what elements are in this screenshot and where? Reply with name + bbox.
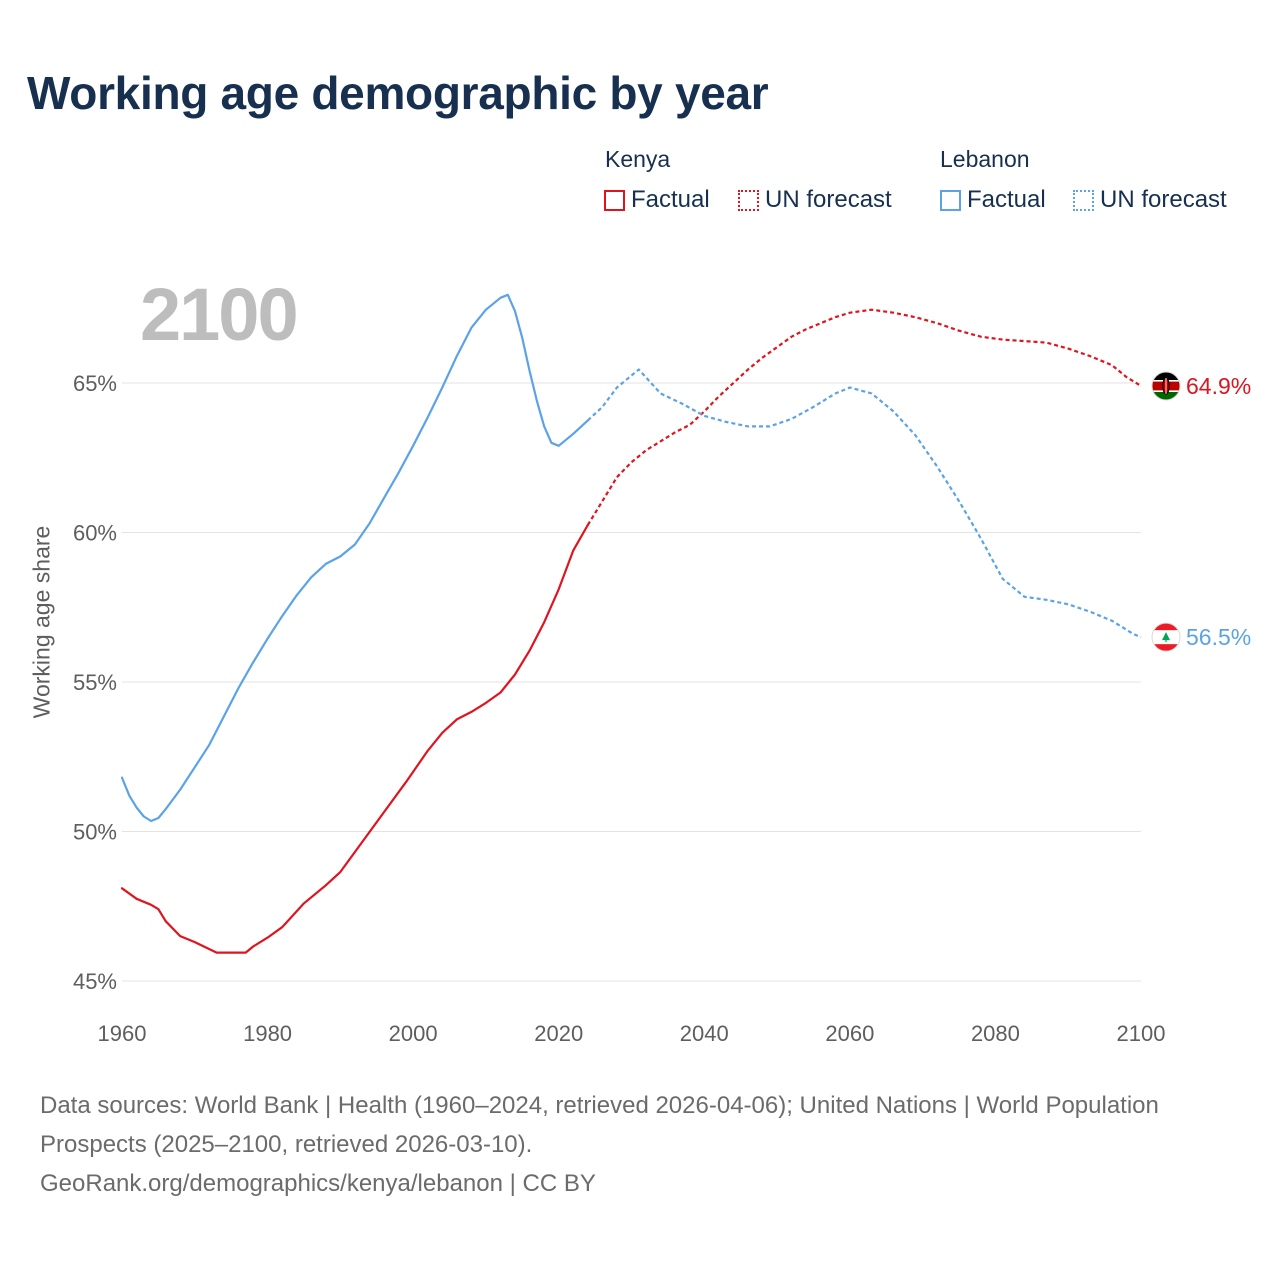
flag-fill (1152, 623, 1180, 652)
series-line-kenya-factual (120, 523, 589, 954)
end-value-label-lebanon: 56.5% (1186, 624, 1251, 650)
flag-band-red-bottom (1152, 644, 1180, 652)
legend-group-kenya: Kenya (605, 146, 671, 172)
data-sources-text: Data sources: World Bank | Health (1960–… (40, 1092, 1159, 1158)
legend-kenya-forecast[interactable]: UN forecast (738, 186, 892, 214)
flag-band-black (1152, 371, 1180, 381)
chart-title: Working age demographic by year (27, 67, 769, 119)
axis-ticks: 45% 50% 55% 60% 65% 1960 1980 2000 2020 2040 2060 2… (73, 371, 1166, 1046)
series-line-lebanon-forecast (587, 368, 1142, 639)
flag-cedar-trunk (1165, 640, 1167, 643)
line-chart: 45% 50% 55% 60% 65% 1960 1980 2000 2020 2040 2060 2… (73, 293, 1251, 1046)
legend-label: Factual (967, 186, 1046, 213)
x-tick-label: 1960 (98, 1021, 147, 1046)
kenya-flag-icon (1151, 371, 1181, 401)
end-markers: 64.9% 56.5% (1151, 371, 1251, 652)
y-tick-label: 55% (73, 670, 117, 695)
legend-swatch-dotted-kenya (738, 189, 759, 211)
year-label: 2100 (140, 273, 299, 356)
flag-border (1151, 622, 1181, 652)
legend-kenya-factual[interactable]: Factual (604, 186, 710, 214)
footer: Data sources: World Bank | Health (1960–… (40, 1086, 1220, 1203)
x-tick-label: 2000 (389, 1021, 438, 1046)
legend-group-lebanon: Lebanon (940, 146, 1030, 172)
legend-label: UN forecast (1100, 186, 1227, 213)
y-tick-label: 60% (73, 521, 117, 546)
legend-label: Factual (631, 186, 710, 213)
lebanon-flag-icon (1151, 622, 1181, 652)
source-url-text[interactable]: GeoRank.org/demographics/kenya/lebanon |… (40, 1170, 596, 1197)
flag-band-green (1152, 390, 1180, 400)
series-line-lebanon-factual (120, 293, 589, 823)
legend-swatch-solid-kenya (604, 189, 625, 211)
legend-lebanon-forecast[interactable]: UN forecast (1073, 186, 1227, 214)
end-value-label-kenya: 64.9% (1186, 373, 1251, 399)
y-tick-label: 50% (73, 820, 117, 845)
legend-swatch-dotted-lebanon (1073, 189, 1094, 211)
legend-swatch-solid-lebanon (940, 189, 961, 211)
legend-lebanon-factual[interactable]: Factual (940, 186, 1046, 214)
x-tick-label: 2060 (825, 1021, 874, 1046)
x-tick-label: 2040 (680, 1021, 729, 1046)
y-tick-label: 45% (73, 969, 117, 994)
flag-band-red-top (1152, 623, 1180, 631)
series-lines (120, 293, 1142, 954)
x-tick-label: 1980 (243, 1021, 292, 1046)
flag-border (1151, 371, 1181, 401)
gridlines (122, 382, 1141, 982)
flag-fill (1152, 371, 1180, 400)
x-tick-label: 2080 (971, 1021, 1020, 1046)
flag-cedar (1162, 632, 1170, 641)
legend-label: UN forecast (765, 186, 892, 213)
x-tick-label: 2020 (534, 1021, 583, 1046)
x-tick-label: 2100 (1117, 1021, 1166, 1046)
series-line-kenya-forecast (586, 308, 1142, 526)
y-tick-label: 65% (73, 371, 117, 396)
